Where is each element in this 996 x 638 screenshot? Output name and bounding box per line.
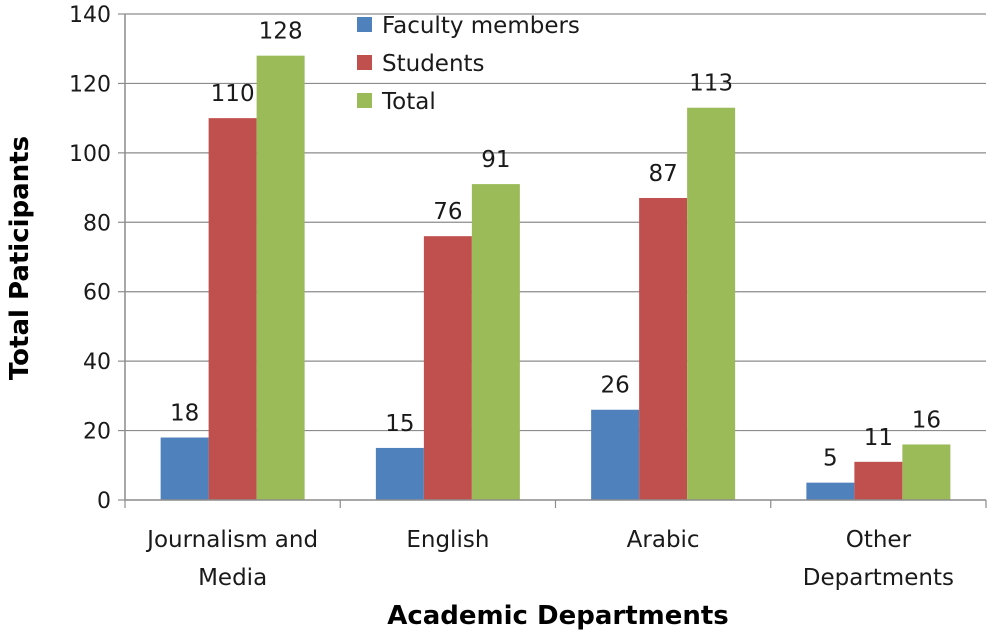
data-label: 15 <box>385 411 414 437</box>
bar-faculty-members <box>375 447 424 500</box>
data-label: 18 <box>170 401 199 427</box>
bars <box>160 55 951 501</box>
axes: 0 20 40 60 80 100 120 140 Journalism and Media Eng… <box>69 3 987 591</box>
data-labels: 18 110 128 15 76 91 26 87 113 5 11 16 <box>170 19 941 472</box>
bar-students <box>423 236 472 500</box>
data-label: 76 <box>433 199 462 225</box>
bar-faculty-members <box>806 482 855 500</box>
y-tick-label: 0 <box>97 489 111 514</box>
y-tick-label: 40 <box>83 350 111 375</box>
legend-label: Students <box>382 51 485 77</box>
bar-faculty-members <box>591 409 640 500</box>
bar-faculty-members <box>160 437 209 500</box>
y-tick-label: 60 <box>83 281 111 306</box>
data-label: 91 <box>481 147 510 173</box>
data-label: 113 <box>689 71 733 97</box>
legend-label: Faculty members <box>382 13 580 39</box>
y-tick-label: 100 <box>69 142 111 167</box>
data-label: 128 <box>259 19 303 45</box>
legend-swatch <box>357 93 372 108</box>
bar-total <box>256 55 305 501</box>
bar-total <box>471 184 520 500</box>
y-axis-title: Total Paticipants <box>5 136 35 380</box>
data-label: 110 <box>211 81 255 107</box>
x-tick-label: Arabic <box>627 527 700 553</box>
x-tick-label: Media <box>198 565 267 591</box>
x-tick-label: Departments <box>803 565 954 591</box>
bar-students <box>639 197 688 500</box>
data-label: 16 <box>912 407 941 433</box>
data-label: 5 <box>823 446 838 472</box>
legend: Faculty members Students Total <box>357 13 580 115</box>
x-tick-label: Other <box>846 527 912 553</box>
y-tick-label: 140 <box>69 3 111 28</box>
data-label: 87 <box>648 161 677 187</box>
legend-swatch <box>357 17 372 32</box>
bar-total <box>687 107 736 500</box>
y-tick-label: 120 <box>69 72 111 97</box>
data-label: 11 <box>864 425 893 451</box>
y-tick-label: 20 <box>83 420 111 445</box>
x-tick-label: Journalism and <box>145 527 318 553</box>
x-axis-title: Academic Departments <box>387 601 729 631</box>
bar-total <box>902 444 951 500</box>
data-label: 26 <box>600 373 629 399</box>
legend-swatch <box>357 55 372 70</box>
x-tick-label: English <box>406 527 489 553</box>
bar-students <box>208 118 257 501</box>
y-tick-label: 80 <box>83 211 111 236</box>
bar-students <box>854 461 903 500</box>
legend-label: Total <box>381 89 436 115</box>
